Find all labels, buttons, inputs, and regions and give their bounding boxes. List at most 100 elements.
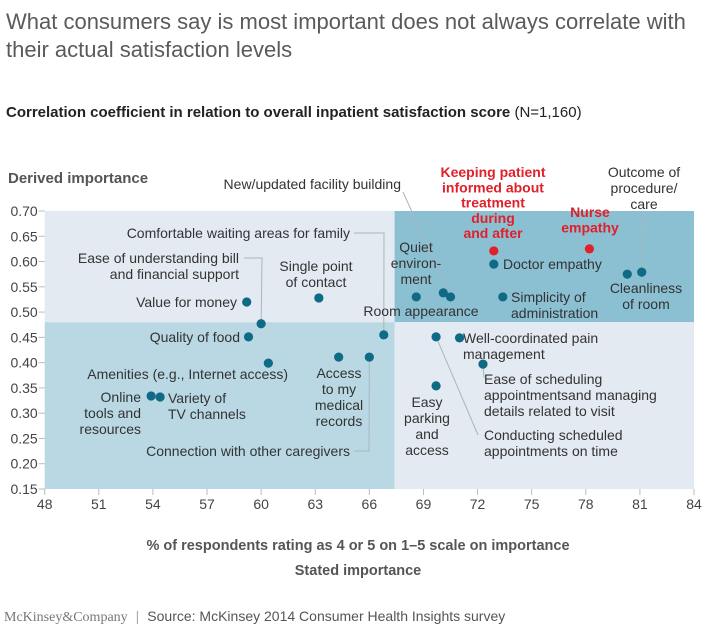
point-label-line: informed about bbox=[442, 179, 544, 195]
x-tick-label: 75 bbox=[524, 496, 540, 512]
x-axis-subtitle: Stated importance bbox=[294, 563, 422, 579]
y-tick-label: 0.55 bbox=[10, 279, 37, 295]
point-label-line: management bbox=[463, 346, 545, 362]
point-label-line: Quiet bbox=[399, 239, 433, 255]
point-label: Nurse empathy bbox=[561, 204, 619, 235]
point-label: Value for money bbox=[136, 294, 237, 310]
x-tick-label: 51 bbox=[91, 496, 107, 512]
point-label-line: procedure/ bbox=[611, 180, 678, 196]
point-label-line: tools and bbox=[84, 405, 141, 421]
point-label-line: and financial support bbox=[110, 266, 239, 282]
data-point bbox=[314, 293, 324, 303]
point-label-line: during bbox=[471, 210, 515, 226]
quadrant-backgrounds bbox=[44, 211, 694, 489]
point-label: Easy parking and access bbox=[404, 394, 450, 458]
y-tick-label: 0.60 bbox=[10, 254, 37, 270]
point-label-line: medical bbox=[315, 397, 363, 413]
point-label-line: Comfortable waiting areas for family bbox=[127, 225, 350, 241]
leader-line bbox=[354, 232, 385, 335]
y-axis-title: Derived importance bbox=[8, 170, 148, 187]
highlighted-data-point bbox=[584, 244, 594, 254]
leader-line bbox=[435, 336, 479, 436]
point-label: Single point of contact bbox=[279, 258, 352, 290]
point-label: Comfortable waiting areas for family bbox=[127, 225, 350, 241]
data-point bbox=[454, 333, 465, 343]
point-label-line: and after bbox=[463, 225, 523, 241]
data-point bbox=[263, 358, 273, 368]
point-label-line: Conducting scheduled bbox=[484, 427, 623, 443]
point-label: Access to my medical records bbox=[315, 365, 363, 429]
point-label: New/updated facility building bbox=[224, 176, 401, 192]
point-label-line: appointmentsand managing bbox=[484, 387, 657, 403]
x-tick-label: 57 bbox=[199, 496, 215, 512]
point-label-line: empathy bbox=[561, 219, 619, 235]
point-label-line: Nurse bbox=[570, 204, 610, 220]
data-point bbox=[411, 292, 421, 302]
axes: 0.15 0.20 0.25 0.30 0.35 0.40 0.45 0.50 0.55 0.60… bbox=[10, 203, 702, 512]
data-point bbox=[438, 288, 448, 298]
data-point bbox=[364, 352, 374, 362]
point-label-line: appointments on time bbox=[484, 443, 618, 459]
point-label: Quality of food bbox=[150, 329, 240, 345]
point-label: Ease of understanding bill and financial … bbox=[78, 250, 239, 282]
sample-size-note: (N=1,160) bbox=[514, 104, 582, 121]
y-tick-label: 0.70 bbox=[10, 203, 37, 219]
point-label: Cleanliness of room bbox=[610, 280, 682, 312]
point-label: Amenities (e.g., Internet access) bbox=[87, 366, 288, 382]
point-labels: Value for money Single point of contact Eas… bbox=[78, 164, 682, 459]
x-tick-label: 78 bbox=[578, 496, 594, 512]
point-label-line: details related to visit bbox=[484, 403, 615, 419]
x-tick-label: 60 bbox=[253, 496, 269, 512]
point-label-line: access bbox=[405, 442, 449, 458]
point-label-line: parking bbox=[404, 410, 450, 426]
point-label-line: treatment bbox=[461, 195, 525, 211]
y-tick-label: 0.30 bbox=[10, 405, 37, 421]
point-label-line: New/updated facility building bbox=[224, 176, 401, 192]
y-tick-label: 0.25 bbox=[10, 430, 37, 446]
leader-lines bbox=[244, 191, 644, 452]
point-label: Connection with other caregivers bbox=[146, 443, 350, 459]
highlighted-data-point bbox=[489, 246, 499, 256]
point-label-line: Access bbox=[316, 365, 361, 381]
point-label-line: records bbox=[316, 413, 363, 429]
point-label-line: of contact bbox=[286, 274, 347, 290]
point-label-line: Cleanliness bbox=[610, 280, 682, 296]
x-axis-title: % of respondents rating as 4 or 5 on 1–5… bbox=[146, 538, 570, 554]
point-label-line: Connection with other caregivers bbox=[146, 443, 350, 459]
point-label: Well-coordinated pain management bbox=[463, 330, 598, 362]
point-label-line: care bbox=[630, 196, 657, 212]
y-tick-label: 0.50 bbox=[10, 304, 37, 320]
y-tick-label: 0.15 bbox=[10, 481, 37, 497]
data-point bbox=[155, 392, 165, 402]
data-point bbox=[334, 352, 344, 362]
chart-title: What consumers say is most important doe… bbox=[6, 9, 686, 62]
data-point bbox=[146, 391, 156, 401]
point-label-line: ment bbox=[400, 271, 431, 287]
point-label-line: Quality of food bbox=[150, 329, 240, 345]
data-point bbox=[637, 267, 647, 277]
y-tick-label: 0.40 bbox=[10, 355, 37, 371]
point-label-line: resources bbox=[80, 421, 141, 437]
data-point bbox=[256, 319, 266, 329]
data-points bbox=[146, 244, 647, 402]
point-label: Outcome of procedure/care bbox=[608, 164, 680, 212]
y-tick-label: 0.45 bbox=[10, 329, 37, 345]
y-tick-label: 0.20 bbox=[10, 456, 37, 472]
point-label-line: Easy bbox=[411, 394, 442, 410]
x-tick-label: 48 bbox=[37, 496, 53, 512]
x-tick-label: 81 bbox=[632, 496, 648, 512]
point-label-line: Online bbox=[101, 389, 142, 405]
point-label-line: Well-coordinated pain bbox=[463, 330, 598, 346]
point-label: Variety of TV channels bbox=[168, 390, 246, 422]
data-point bbox=[431, 381, 441, 391]
point-label-line: Single point bbox=[279, 258, 352, 274]
data-point bbox=[431, 332, 441, 342]
data-point bbox=[379, 330, 389, 340]
x-tick-label: 84 bbox=[686, 496, 702, 512]
mckinsey-logo: McKinsey&Company bbox=[4, 610, 128, 625]
point-label: Doctor empathy bbox=[503, 256, 602, 272]
point-label-line: to my bbox=[322, 381, 356, 397]
leader-line bbox=[402, 191, 451, 298]
subtitle-text: Correlation coefficient in relation to o… bbox=[6, 104, 511, 121]
